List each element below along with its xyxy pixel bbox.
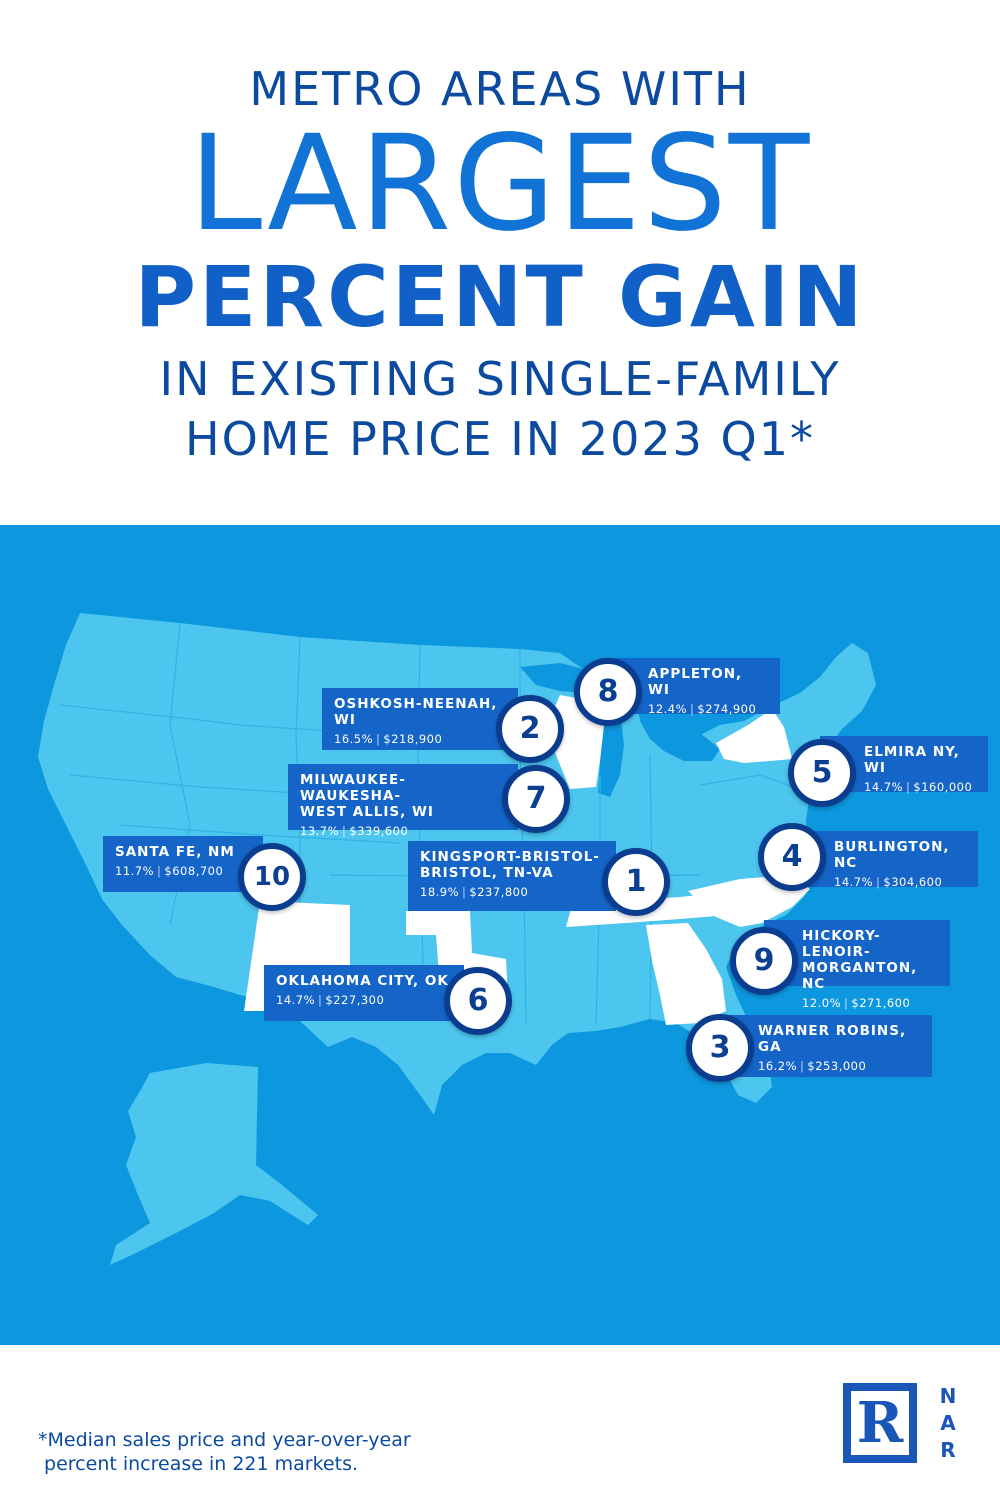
rank-pin-1: 1 [602, 848, 670, 916]
metro-5-pct: 14.7% [864, 780, 904, 794]
metro-3-pct: 16.2% [758, 1059, 798, 1073]
metro-card-7: MILWAUKEE-WAUKESHA- WEST ALLIS, WI 13.7% |… [288, 764, 518, 838]
rank-pin-2: 2 [496, 695, 564, 763]
nar-logo: R N A R [843, 1383, 971, 1463]
footnote: *Median sales price and year-over-year p… [38, 1428, 498, 1476]
metro-7-name-line-1: MILWAUKEE-WAUKESHA- [300, 772, 406, 804]
metro-2-price: $218,900 [383, 732, 443, 746]
metro-10-price: $608,700 [164, 864, 224, 878]
metro-1-name-line-1: KINGSPORT-BRISTOL- [420, 849, 600, 865]
lake-michigan [598, 707, 624, 797]
metro-5-name: ELMIRA NY, WI [864, 744, 960, 776]
metro-9-price: $271,600 [851, 996, 911, 1010]
metro-10-pct: 11.7% [115, 864, 155, 878]
footnote-line-1: *Median sales price and year-over-year [38, 1429, 411, 1451]
metro-8-pct: 12.4% [648, 702, 688, 716]
rank-pin-5: 5 [788, 739, 856, 807]
header: METRO AREAS WITH LARGEST PERCENT GAIN IN… [0, 0, 1000, 525]
metro-8-name: APPLETON, WI [648, 666, 743, 698]
metro-6-name: OKLAHOMA CITY, OK [276, 973, 449, 989]
rank-pin-4: 4 [758, 823, 826, 891]
metro-4-pct: 14.7% [834, 875, 874, 889]
metro-card-9: HICKORY-LENOIR- MORGANTON, NC 12.0% | $271,… [764, 920, 950, 1010]
footnote-line-2: percent increase in 221 markets. [38, 1453, 359, 1475]
metro-9-pct: 12.0% [802, 996, 842, 1010]
nar-logo-letters: N A R [939, 1384, 957, 1462]
title-line-3: PERCENT GAIN [134, 248, 866, 346]
state-highlight-georgia [646, 923, 726, 1025]
metro-6-pct: 14.7% [276, 993, 316, 1007]
metro-7-name-line-2: WEST ALLIS, WI [300, 804, 434, 820]
metro-3-name: WARNER ROBINS, GA [758, 1023, 907, 1055]
map-panel: APPLETON, WI 12.4% | $274,900 OSHKOSH-NEEN… [0, 525, 1000, 1345]
title-line-1: METRO AREAS WITH [249, 62, 751, 116]
metro-card-10: SANTA FE, NM 11.7% | $608,700 [103, 836, 263, 892]
rank-pin-7: 7 [502, 765, 570, 833]
rank-pin-8: 8 [574, 658, 642, 726]
metro-7-pct: 13.7% [300, 824, 340, 838]
metro-2-name-line-2: WI [334, 712, 356, 728]
nar-logo-mark: R [856, 1390, 904, 1456]
rank-pin-3: 3 [686, 1014, 754, 1082]
title-line-4: IN EXISTING SINGLE-FAMILY [159, 352, 841, 406]
state-highlight-new-york [716, 709, 792, 763]
metro-1-name-line-2: BRISTOL, TN-VA [420, 865, 554, 881]
title-line-2: LARGEST [188, 107, 812, 261]
metro-card-6: OKLAHOMA CITY, OK 14.7% | $227,300 [264, 965, 464, 1021]
metro-10-name: SANTA FE, NM [115, 844, 235, 860]
metro-2-name-line-1: OSHKOSH-NEENAH, [334, 696, 498, 712]
metro-3-price: $253,000 [807, 1059, 867, 1073]
metro-card-1: KINGSPORT-BRISTOL- BRISTOL, TN-VA 18.9% | $… [408, 841, 616, 911]
metro-1-pct: 18.9% [420, 885, 460, 899]
metro-8-price: $274,900 [697, 702, 757, 716]
metro-9-name-line-1: HICKORY-LENOIR- [802, 928, 881, 960]
rank-pin-6: 6 [444, 967, 512, 1035]
metro-6-price: $227,300 [325, 993, 385, 1007]
metro-4-name: BURLINGTON, NC [834, 839, 950, 871]
title-line-5: HOME PRICE IN 2023 Q1* [184, 412, 815, 466]
metro-1-price: $237,800 [469, 885, 529, 899]
metro-5-price: $160,000 [913, 780, 973, 794]
metro-4-price: $304,600 [883, 875, 943, 889]
rank-pin-10: 10 [238, 843, 306, 911]
metro-card-3: WARNER ROBINS, GA 16.2% | $253,000 [724, 1015, 932, 1077]
alaska-landmass [110, 1063, 318, 1265]
metro-card-2: OSHKOSH-NEENAH, WI 16.5% | $218,900 [322, 688, 518, 750]
rank-pin-9: 9 [730, 927, 798, 995]
metro-7-price: $339,600 [349, 824, 409, 838]
metro-2-pct: 16.5% [334, 732, 374, 746]
metro-9-name-line-2: MORGANTON, NC [802, 960, 918, 992]
